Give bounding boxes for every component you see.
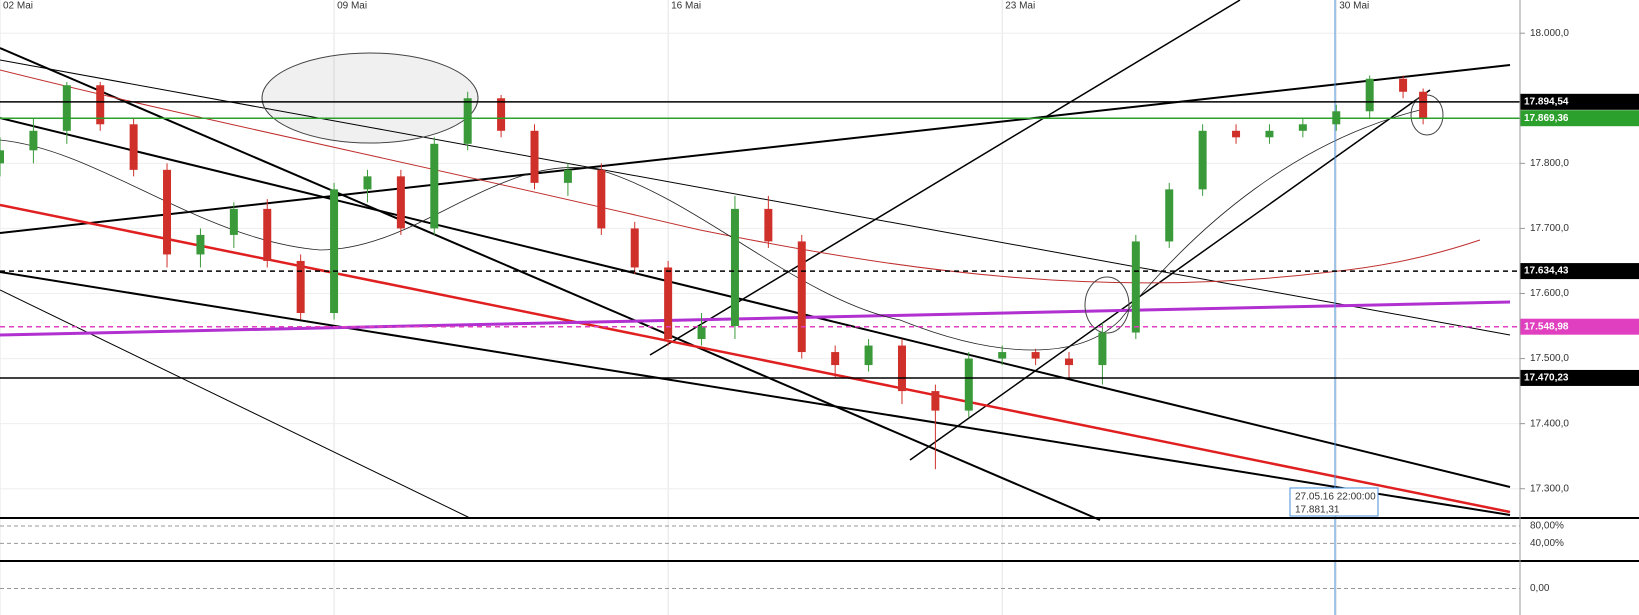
x-tick-label: 02 Mai (3, 1, 33, 12)
price-level-label: 17.548,98 (1524, 321, 1569, 332)
trend-line (0, 203, 1511, 514)
candle-body (764, 208, 773, 242)
y-tick-label: 17.400,0 (1530, 418, 1569, 429)
candle-body (630, 228, 639, 268)
y-tick-label: 17.600,0 (1530, 288, 1569, 299)
candle-body (1265, 130, 1274, 138)
candle-body (1419, 91, 1428, 119)
y-tick-label: 0,00 (1530, 583, 1550, 594)
trend-line (909, 89, 1431, 461)
candle-body (1365, 78, 1374, 112)
y-tick-label: 17.700,0 (1530, 223, 1569, 234)
candle-body (1098, 332, 1107, 366)
x-tick-label: 16 Mai (671, 1, 701, 12)
candle-body (463, 98, 472, 144)
grid: 02 Mai 09 Mai 16 Mai 23 Mai 30 Mai 18.000,0 17… (0, 0, 1569, 615)
candle-body (931, 391, 940, 411)
candle-body (363, 176, 372, 190)
x-tick-label: 30 Mai (1339, 1, 1369, 12)
candle-body (497, 98, 506, 131)
candle-body (229, 208, 238, 235)
candle-body (1165, 189, 1174, 242)
candle-body (664, 267, 673, 340)
candle-body (62, 85, 71, 131)
candle-body (1298, 124, 1307, 131)
candle-body (0, 150, 4, 164)
candle-body (864, 345, 873, 366)
candle-body (430, 143, 439, 229)
tooltip-value: 17.881,31 (1295, 505, 1340, 516)
candle-body (697, 326, 706, 340)
candle-body (1031, 352, 1040, 359)
candle-body (597, 169, 606, 229)
trend-line (0, 47, 1101, 521)
candle-body (29, 130, 38, 151)
tooltip-date: 27.05.16 22:00:00 (1295, 492, 1376, 503)
candle-body (263, 208, 272, 261)
candles (0, 75, 1428, 470)
drawings (0, 0, 1511, 615)
y-tick-label: 40,00% (1530, 538, 1564, 549)
candle-body (1198, 130, 1207, 190)
candle-body (396, 176, 405, 229)
candle-body (1399, 78, 1408, 92)
candle-body (998, 352, 1007, 359)
x-tick-label: 09 Mai (337, 1, 367, 12)
candle-body (964, 358, 973, 411)
y-tick-label: 17.500,0 (1530, 353, 1569, 364)
y-tick-label: 80,00% (1530, 521, 1564, 532)
moving-average (0, 69, 1481, 284)
candle-body (1131, 241, 1140, 333)
price-level-label: 17.869,36 (1524, 113, 1569, 124)
tooltip-box (1289, 487, 1379, 517)
trend-line (0, 59, 1511, 336)
price-level-tag (1520, 93, 1639, 110)
candle-body (296, 260, 305, 314)
price-level-tag (1520, 318, 1639, 335)
candle-body (797, 241, 806, 353)
candle-body (530, 130, 539, 183)
price-level-tag (1520, 263, 1639, 280)
candle-body (897, 345, 906, 392)
trend-line (0, 117, 1511, 488)
candle-body (330, 189, 339, 314)
candle-body (163, 169, 172, 255)
moving-average (0, 109, 1421, 351)
candle-body (1065, 358, 1074, 366)
highlight-ellipse (1084, 276, 1130, 334)
candle-body (563, 169, 572, 183)
y-tick-label: 18.000,0 (1530, 28, 1569, 39)
price-level-tag (1520, 369, 1639, 386)
y-tick-label: 17.300,0 (1530, 483, 1569, 494)
candle-body (1232, 130, 1241, 138)
trend-line (0, 271, 1511, 516)
price-level-label: 17.894,54 (1524, 96, 1569, 107)
trend-line (0, 300, 1511, 337)
candle-body (831, 352, 840, 366)
price-level-label: 17.634,43 (1524, 266, 1569, 277)
trend-line (0, 64, 1511, 234)
x-tick-label: 23 Mai (1005, 1, 1035, 12)
trend-line (649, 0, 1241, 356)
candle-body (96, 85, 105, 125)
y-tick-label: 17.800,0 (1530, 158, 1569, 169)
candle-body (730, 208, 739, 327)
price-level-tag (1520, 110, 1639, 127)
price-levels: 17.894,54 17.869,36 17.634,43 17.548,98 17.4… (0, 93, 1639, 386)
price-level-label: 17.470,23 (1524, 373, 1569, 384)
candle-body (129, 124, 138, 170)
tooltip: 27.05.16 22:00:00 17.881,31 (1289, 487, 1379, 517)
trend-line (0, 289, 471, 519)
highlight-ellipse (261, 52, 479, 144)
candle-body (196, 234, 205, 255)
